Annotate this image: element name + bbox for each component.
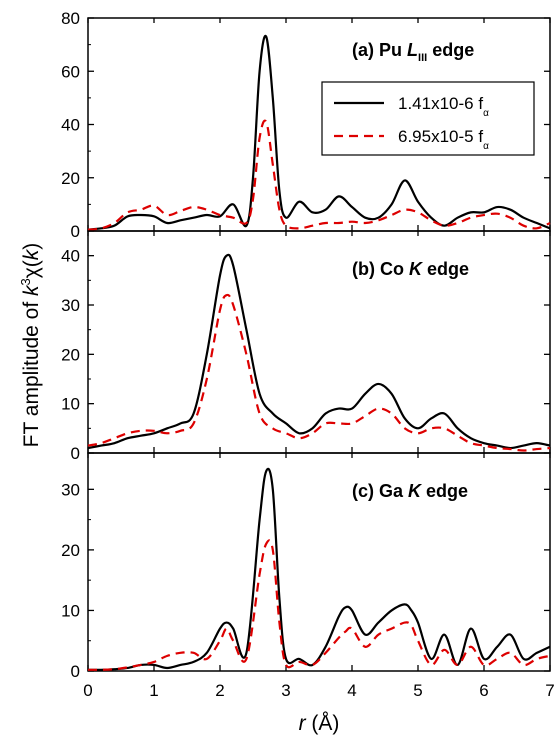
y-axis-title: FT amplitude of k3χ(k) xyxy=(18,243,43,448)
x-tick-label-2: 2 xyxy=(215,681,224,700)
y-axis-title-prefix: FT amplitude of xyxy=(20,296,43,447)
panel-c-frame xyxy=(87,452,551,672)
panel-a-ytick-label-1: 20 xyxy=(61,169,80,188)
panel-b-title-main: (b) Co xyxy=(352,259,409,279)
panel-a-ytick-label-3: 60 xyxy=(61,62,80,81)
panel-a-series-1-line xyxy=(87,119,551,231)
panel-b-ytick-label-2: 20 xyxy=(61,345,80,364)
legend-label-1-main: 6.95x10-5 f xyxy=(398,127,483,146)
legend-label-1-sub: α xyxy=(483,141,489,152)
panel-c-yticks: 0 10 20 30 xyxy=(61,453,551,681)
panel-b-title: (b) Co K edge xyxy=(352,259,469,279)
panel-c-ytick-label-0: 0 xyxy=(71,662,80,681)
legend-label-1: 6.95x10-5 fα xyxy=(398,127,489,152)
panel-b-series-1-line xyxy=(87,293,551,452)
x-tick-label-5: 5 xyxy=(413,681,422,700)
y-axis-title-k: k xyxy=(20,284,43,296)
panel-c-series-1-line xyxy=(87,539,551,671)
panel-c-title-main: (c) Ga xyxy=(352,481,408,501)
legend-label-0-main: 1.41x10-6 f xyxy=(398,94,483,113)
legend-box xyxy=(321,81,535,156)
panel-c-series xyxy=(87,467,551,671)
x-tick-label-6: 6 xyxy=(479,681,488,700)
x-tick-label-7: 7 xyxy=(545,681,554,700)
legend: 1.41x10-6 fα 6.95x10-5 fα xyxy=(321,81,535,156)
x-axis: 0 1 2 3 4 5 6 7 xyxy=(83,681,554,700)
panel-b: 0 10 20 30 40 (b) Co K edge xyxy=(61,230,551,463)
panel-a-ytick-label-0: 0 xyxy=(71,222,80,241)
panel-a-title-rest: edge xyxy=(427,40,474,60)
panel-c-title-italic: K xyxy=(408,481,423,501)
panel-b-ytick-label-4: 40 xyxy=(61,247,80,266)
panel-a-title-sub: III xyxy=(418,52,427,64)
y-axis-title-close: ) xyxy=(20,243,43,250)
legend-label-0-sub: α xyxy=(483,108,489,119)
x-tick-label-1: 1 xyxy=(149,681,158,700)
y-axis-title-k2: k xyxy=(20,248,43,260)
panel-a-title-italic: L xyxy=(407,40,418,60)
x-axis-title-unit: (Å) xyxy=(306,712,340,735)
panel-a-yticks: 0 20 40 60 80 xyxy=(61,9,551,241)
panel-c-ytick-label-1: 10 xyxy=(61,601,80,620)
x-tick-label-0: 0 xyxy=(83,681,92,700)
x-tick-label-4: 4 xyxy=(347,681,356,700)
x-axis-title-var: r xyxy=(299,712,307,735)
panel-b-series xyxy=(87,253,551,452)
panel-a-title: (a) Pu LIII edge xyxy=(352,40,474,64)
panel-c: 0 10 20 30 (c) Ga K edge xyxy=(61,452,551,681)
panel-c-ytick-label-2: 20 xyxy=(61,541,80,560)
panel-b-title-rest: edge xyxy=(422,259,469,279)
panel-b-ytick-label-0: 0 xyxy=(71,444,80,463)
panel-b-yticks: 0 10 20 30 40 xyxy=(61,231,551,463)
panel-a-series-0-line xyxy=(87,34,551,231)
panel-b-ytick-label-1: 10 xyxy=(61,395,80,414)
panel-a-series xyxy=(87,34,551,231)
panel-b-title-italic: K xyxy=(409,259,424,279)
x-axis-title: r (Å) xyxy=(299,712,340,735)
panel-c-title: (c) Ga K edge xyxy=(352,481,468,501)
y-axis-title-chi: χ( xyxy=(20,260,43,278)
panel-c-series-0-line xyxy=(87,467,551,671)
x-tick-label-3: 3 xyxy=(281,681,290,700)
panel-a-title-main: (a) Pu xyxy=(352,40,407,60)
panel-a-ytick-label-4: 80 xyxy=(61,9,80,28)
panel-c-ytick-label-3: 30 xyxy=(61,480,80,499)
y-axis-title-exp: 3 xyxy=(18,278,33,285)
panel-c-title-rest: edge xyxy=(421,481,468,501)
panel-b-series-0-line xyxy=(87,253,551,450)
legend-label-0: 1.41x10-6 fα xyxy=(398,94,489,119)
panel-a: 0 20 40 60 80 (a) Pu LIII edge 1.41x10-6 fα … xyxy=(61,9,551,241)
panel-a-ytick-label-2: 40 xyxy=(61,116,80,135)
panel-b-ytick-label-3: 30 xyxy=(61,296,80,315)
